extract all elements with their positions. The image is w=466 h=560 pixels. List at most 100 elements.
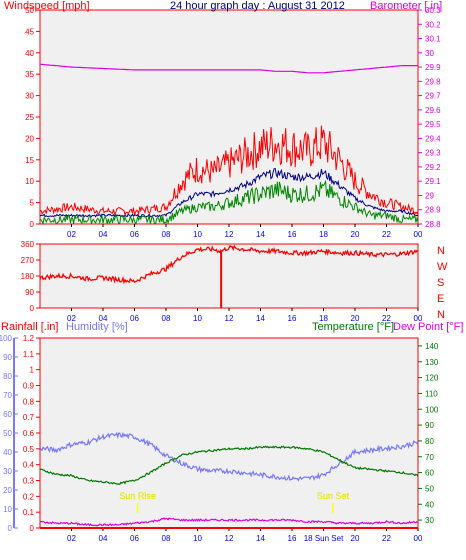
wind-y-tick-label: 35 [25,70,34,79]
series-avg [39,167,419,218]
x-tick-label: 12 [225,230,234,239]
rain-y-tick-label: 0.4 [23,461,35,470]
x-tick-label: 04 [99,230,108,239]
rain-y-tick-label: 0 [30,524,35,533]
rain-y-tick-label: 0.7 [23,413,35,422]
humidity-y-tick-label: 20 [3,486,12,495]
series-gust [39,125,419,217]
wind-y-tick-label: 30 [25,92,34,101]
wind-y-tick-label: 40 [25,49,34,58]
x-tick-label: 06 [130,534,139,543]
humidity-panel [39,337,419,529]
compass-label: N [437,309,445,321]
temperature-label: Temperature [°F] [312,321,394,333]
direction-panel [39,243,419,309]
wind-y-tick-label: 0 [30,220,35,229]
x-tick-label: 10 [193,230,202,239]
x-tick-label: 08 [162,230,171,239]
baro-y-tick-label: 29.2 [425,163,441,172]
direction-x-axis: 02 04 06 08 10 12 14 16 18 20 22 00 [67,308,423,323]
temp-y-tick-label: 140 [425,342,439,351]
rain-y-axis: 0 0.1 0.2 0.3 0.4 0.5 0.6 0.7 0.8 0.9 1 1.1 1.2 [23,334,40,533]
humidity-y-tick-label: 80 [3,372,12,381]
wind-y-axis-left: 0 5 10 15 20 25 30 35 40 45 50 [25,6,40,229]
rain-y-tick-label: 0.5 [23,445,35,454]
compass-label: S [437,277,444,289]
dir-y-tick-label: 360 [21,240,35,249]
sun-rise-label: Sun Rise [119,491,156,501]
x-tick-label: 04 [99,314,108,323]
humidity-y-tick-label: 50 [3,429,12,438]
wind-y-tick-label: 20 [25,134,34,143]
rain-y-tick-label: 1.2 [23,334,35,343]
dir-y-tick-label: 90 [25,288,34,297]
x-tick-label: 08 [162,534,171,543]
temp-y-tick-label: 90 [425,421,434,430]
rain-y-tick-label: 0.8 [23,397,35,406]
wind-plot [39,63,419,226]
series-temperature [39,445,419,486]
x-tick-label: 18 [319,314,328,323]
baro-y-tick-label: 29.5 [425,120,441,129]
series-low [39,179,419,226]
temp-y-tick-label: 30 [425,516,434,525]
temp-y-tick-label: 100 [425,405,439,414]
humidity-y-tick-label: 40 [3,448,12,457]
sun-set-label: Sun Set [317,491,350,501]
temp-y-tick-label: 60 [425,469,434,478]
temp-y-tick-label: 80 [425,437,434,446]
baro-y-tick-label: 28.8 [425,220,441,229]
series-barometer [39,63,418,74]
wind-y-tick-label: 5 [30,199,35,208]
temp-y-tick-label: 110 [425,389,438,398]
dir-y-tick-label: 270 [21,256,35,265]
rain-y-tick-label: 1 [30,366,35,375]
baro-y-tick-label: 28.9 [425,206,441,215]
rain-y-tick-label: 0.2 [23,492,35,501]
x-tick-label: 14 [256,534,265,543]
humidity-y-tick-label: 90 [3,353,12,362]
direction-y-axis: 0 90 180 270 360 [21,240,40,313]
humidity-y-tick-label: 30 [3,467,12,476]
baro-y-tick-label: 29.1 [425,177,441,186]
wind-y-tick-label: 50 [25,6,34,15]
humidity-y-tick-label: 0 [8,524,13,533]
baro-y-tick-label: 30.2 [425,20,441,29]
temp-y-tick-label: 70 [425,453,434,462]
baro-y-tick-label: 29.8 [425,77,441,86]
dir-y-tick-label: 0 [30,304,35,313]
compass-label: E [437,293,444,305]
x-tick-label: 22 [382,230,391,239]
series-direction [39,244,419,285]
x-tick-label: 16 [288,314,297,323]
x-tick-label: 00 [414,314,423,323]
temp-y-tick-label: 130 [425,358,439,367]
humidity-y-tick-label: 100 [0,334,13,343]
x-tick-label: 12 [225,314,234,323]
direction-plot [39,244,419,308]
x-tick-label: 14 [256,314,265,323]
x-tick-label: 04 [99,534,108,543]
humidity-y-tick-label: 70 [3,391,12,400]
rain-y-tick-label: 0.9 [23,382,35,391]
rain-y-tick-label: 1.1 [23,350,35,359]
baro-y-tick-label: 30.1 [425,35,441,44]
baro-y-tick-label: 29.9 [425,63,441,72]
x-tick-label: 18 Sun Set [304,534,344,543]
x-tick-label: 00 [414,534,423,543]
x-tick-label: 16 [288,230,297,239]
x-tick-label: 10 [193,314,202,323]
rain-y-tick-label: 0.1 [23,508,35,517]
x-tick-label: 00 [414,230,423,239]
baro-y-tick-label: 29.4 [425,134,441,143]
baro-y-tick-label: 29.7 [425,92,441,101]
wind-panel [39,9,419,225]
chart-title: 24 hour graph day : August 31 2012 [170,0,345,12]
x-tick-label: 02 [67,314,76,323]
compass-label: W [437,261,448,273]
wind-y-tick-label: 10 [25,177,34,186]
humidity-plot [39,431,419,529]
